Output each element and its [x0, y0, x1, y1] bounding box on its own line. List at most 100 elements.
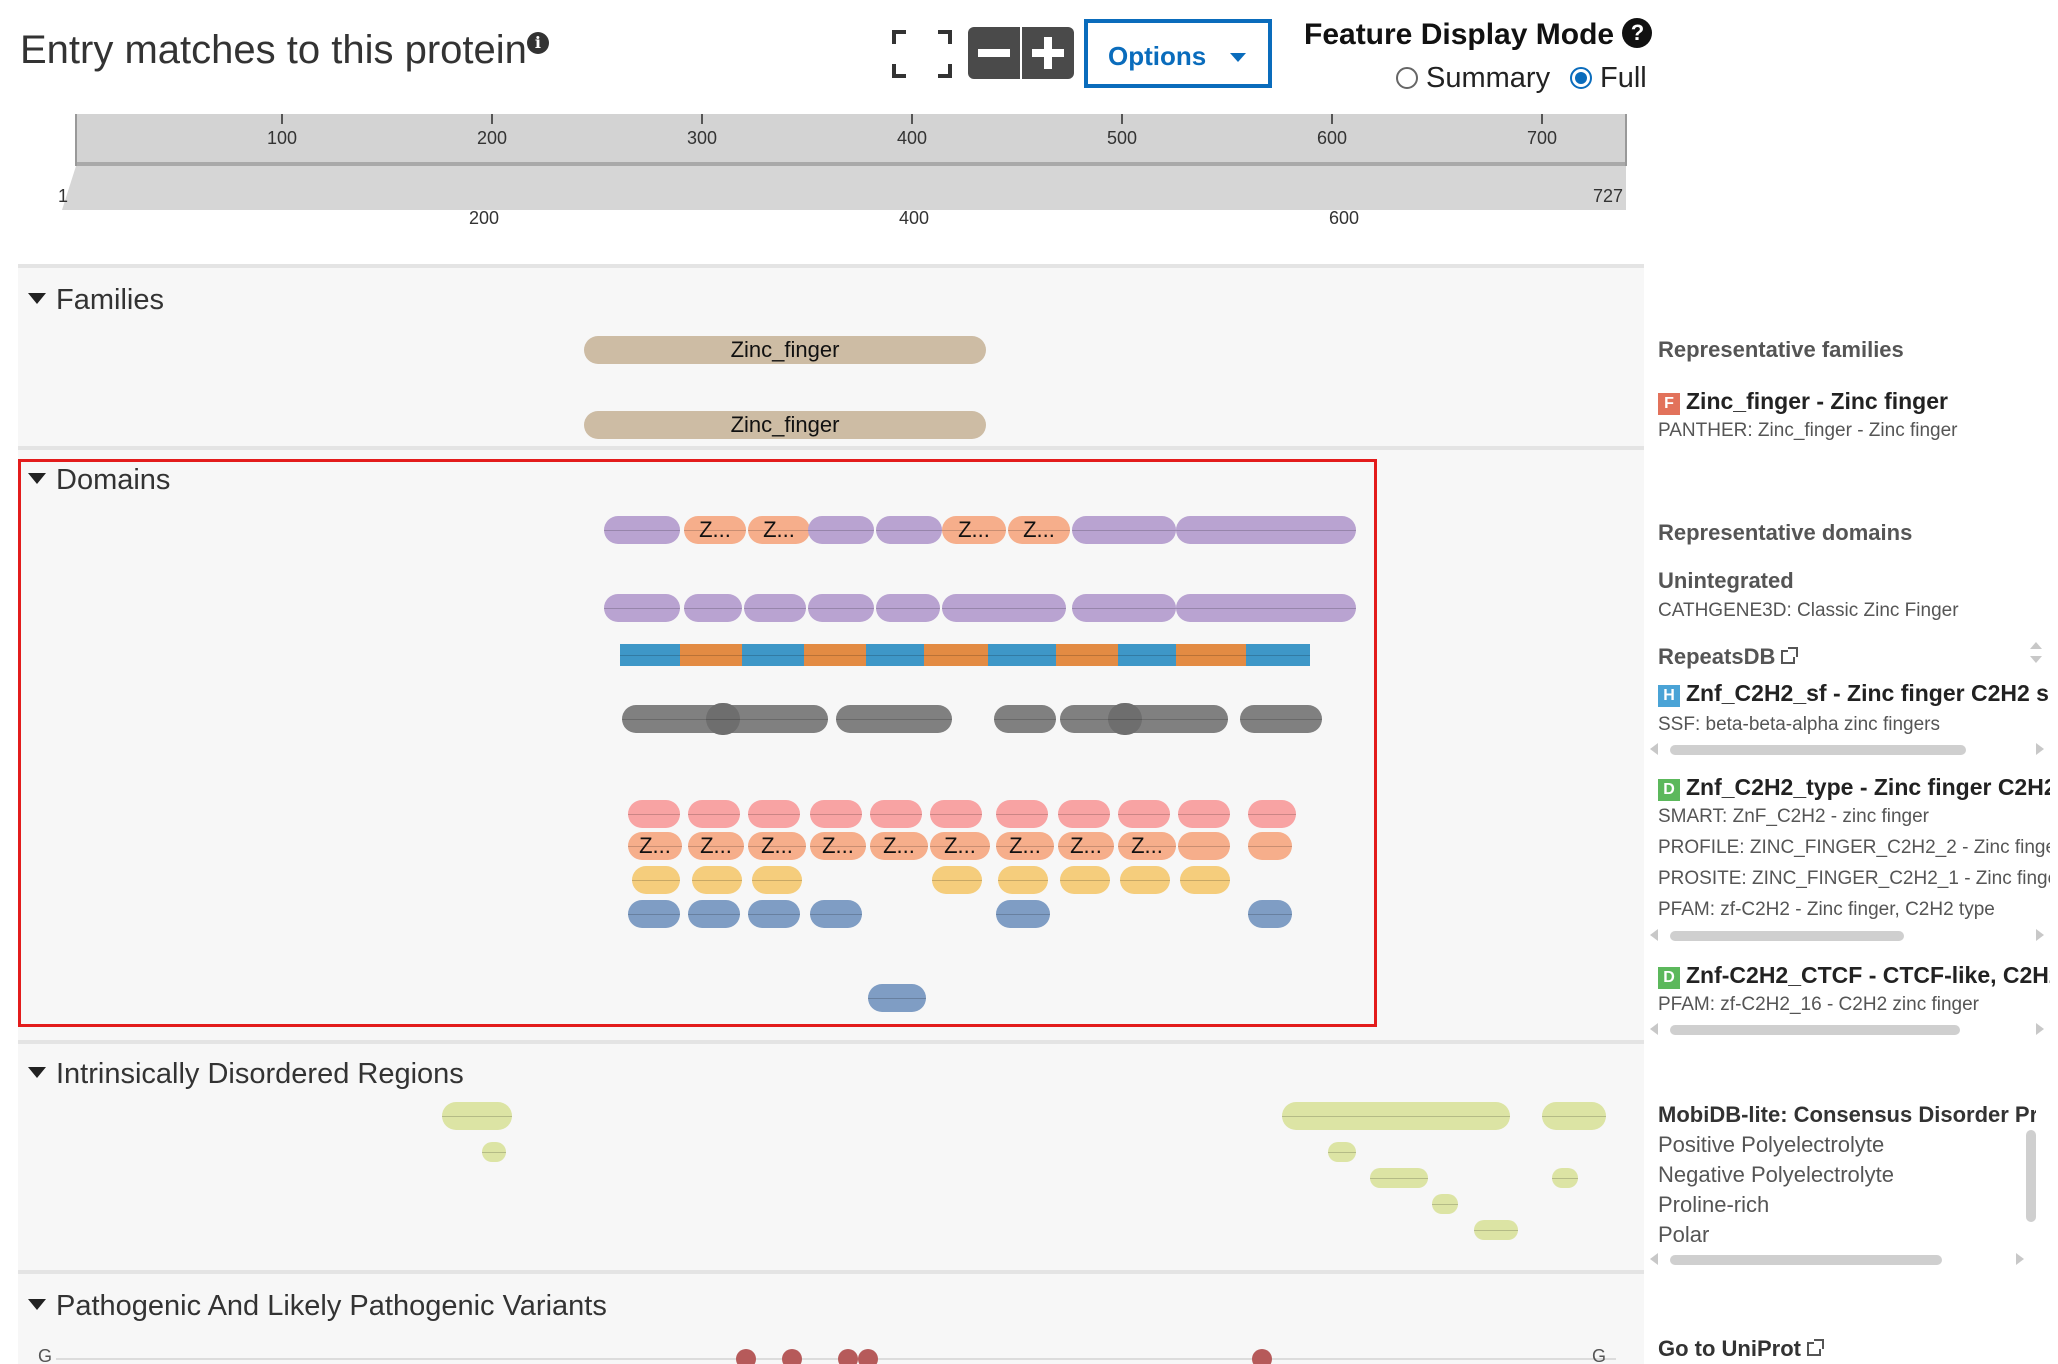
domain-feature[interactable]	[688, 900, 740, 928]
domain-feature[interactable]	[836, 705, 952, 733]
domain-feature[interactable]	[808, 594, 874, 622]
repeat-segment[interactable]	[1176, 644, 1246, 666]
uniprot-link[interactable]: Go to UniProt	[1658, 1336, 2050, 1362]
domain-feature[interactable]	[1178, 832, 1230, 860]
domain-feature[interactable]	[1120, 866, 1170, 894]
domain-feature[interactable]: Z...	[1118, 832, 1176, 860]
domain-feature[interactable]	[998, 866, 1048, 894]
domain-feature[interactable]	[1072, 516, 1176, 544]
domain-feature[interactable]	[748, 900, 800, 928]
disordered-region[interactable]	[442, 1102, 512, 1130]
domain-feature[interactable]: Z...	[1008, 516, 1070, 544]
domain-feature[interactable]	[628, 800, 680, 828]
domain-feature[interactable]	[810, 800, 862, 828]
domain-feature[interactable]: Z...	[688, 832, 744, 860]
domain-feature[interactable]	[1118, 800, 1170, 828]
domain-feature[interactable]	[692, 866, 742, 894]
horizontal-scrollbar[interactable]	[1650, 926, 2044, 944]
disordered-region[interactable]	[1432, 1194, 1458, 1214]
domain-feature[interactable]	[868, 984, 926, 1012]
entry-znf-c2h2-type-link[interactable]: D Znf_C2H2_type - Zinc finger C2H2-t	[1658, 774, 2050, 801]
repeatsdb-link[interactable]: RepeatsDB	[1658, 644, 2050, 670]
domain-feature[interactable]	[876, 516, 942, 544]
domain-feature[interactable]	[870, 800, 922, 828]
domain-feature[interactable]	[1248, 900, 1292, 928]
domain-feature[interactable]	[932, 866, 982, 894]
domain-feature[interactable]	[604, 594, 680, 622]
sequence-ruler[interactable]: 100 200 300 400 500 600 700 1 727 200 400 600	[18, 114, 1644, 264]
domain-feature[interactable]	[744, 594, 806, 622]
repeat-segment[interactable]	[924, 644, 988, 666]
domain-feature[interactable]: Z...	[748, 516, 810, 544]
vertical-scrollbar[interactable]	[2026, 1130, 2036, 1222]
scroll-up-icon[interactable]	[2030, 642, 2042, 649]
domain-feature[interactable]	[628, 900, 680, 928]
disordered-region[interactable]	[482, 1142, 506, 1162]
domain-feature[interactable]	[1178, 800, 1230, 828]
mode-full-radio[interactable]: Full	[1570, 62, 1647, 95]
options-button[interactable]: Options	[1084, 19, 1272, 88]
domain-feature[interactable]	[810, 900, 862, 928]
domain-feature[interactable]	[752, 866, 802, 894]
domain-feature[interactable]: Z...	[996, 832, 1054, 860]
domain-feature[interactable]	[994, 705, 1056, 733]
domain-feature[interactable]	[688, 800, 740, 828]
fullscreen-button[interactable]	[892, 30, 952, 78]
info-icon[interactable]: i	[526, 32, 549, 54]
domain-feature[interactable]	[604, 516, 680, 544]
domain-feature[interactable]	[1060, 866, 1110, 894]
domain-feature[interactable]	[1240, 705, 1322, 733]
domain-feature[interactable]: Z...	[942, 516, 1006, 544]
entry-znf-c2h2-ctcf-link[interactable]: D Znf-C2H2_CTCF - CTCF-like, C2H2 zi	[1658, 962, 2050, 989]
repeat-segment[interactable]	[866, 644, 924, 666]
horizontal-scrollbar[interactable]	[1650, 1020, 2044, 1038]
repeat-segment[interactable]	[988, 644, 1056, 666]
repeat-segment[interactable]	[620, 644, 680, 666]
repeat-segment[interactable]	[804, 644, 866, 666]
repeat-segment[interactable]	[680, 644, 742, 666]
domain-feature[interactable]	[996, 900, 1050, 928]
domain-feature[interactable]: Z...	[684, 516, 746, 544]
family-feature[interactable]: Zinc_finger	[584, 411, 986, 439]
disordered-toggle[interactable]: Intrinsically Disordered Regions	[28, 1058, 464, 1091]
disordered-region[interactable]	[1552, 1168, 1578, 1188]
variant-dot[interactable]	[782, 1349, 802, 1364]
domain-feature[interactable]	[1058, 800, 1110, 828]
domain-feature[interactable]	[684, 594, 742, 622]
variant-dot[interactable]	[736, 1349, 756, 1364]
entry-znf-c2h2-sf-link[interactable]: H Znf_C2H2_sf - Zinc finger C2H2 sup	[1658, 680, 2050, 707]
domain-feature[interactable]	[1248, 832, 1292, 860]
domain-feature[interactable]: Z...	[870, 832, 928, 860]
domain-feature[interactable]	[706, 703, 740, 735]
variant-dot[interactable]	[838, 1349, 858, 1364]
disordered-region[interactable]	[1282, 1102, 1510, 1130]
families-toggle[interactable]: Families	[28, 284, 164, 317]
family-feature[interactable]: Zinc_finger	[584, 336, 986, 364]
variants-toggle[interactable]: Pathogenic And Likely Pathogenic Variant…	[28, 1290, 607, 1323]
domains-toggle[interactable]: Domains	[28, 464, 170, 497]
domain-feature[interactable]: Z...	[748, 832, 806, 860]
scroll-down-icon[interactable]	[2030, 656, 2042, 663]
domain-feature[interactable]	[1248, 800, 1296, 828]
domain-feature[interactable]	[1060, 705, 1228, 733]
domain-feature[interactable]: Z...	[1058, 832, 1114, 860]
zoom-out-button[interactable]	[968, 27, 1020, 79]
disordered-region[interactable]	[1474, 1220, 1518, 1240]
domain-feature[interactable]	[748, 800, 800, 828]
domain-feature[interactable]	[1108, 703, 1142, 735]
domain-feature[interactable]	[1180, 866, 1230, 894]
domain-feature[interactable]	[942, 594, 1066, 622]
repeat-segment[interactable]	[742, 644, 804, 666]
repeat-segment[interactable]	[1246, 644, 1310, 666]
domain-feature[interactable]	[1176, 594, 1356, 622]
domain-feature[interactable]: Z...	[810, 832, 866, 860]
repeat-segment[interactable]	[1118, 644, 1176, 666]
mode-summary-radio[interactable]: Summary	[1396, 62, 1550, 95]
help-icon[interactable]: ?	[1622, 18, 1653, 48]
horizontal-scrollbar[interactable]	[1650, 1250, 2024, 1268]
domain-feature[interactable]	[808, 516, 874, 544]
family-entry-link[interactable]: F Zinc_finger - Zinc finger	[1658, 388, 2050, 415]
domain-feature[interactable]	[996, 800, 1048, 828]
domain-feature[interactable]	[632, 866, 680, 894]
variant-dot[interactable]	[1252, 1349, 1272, 1364]
